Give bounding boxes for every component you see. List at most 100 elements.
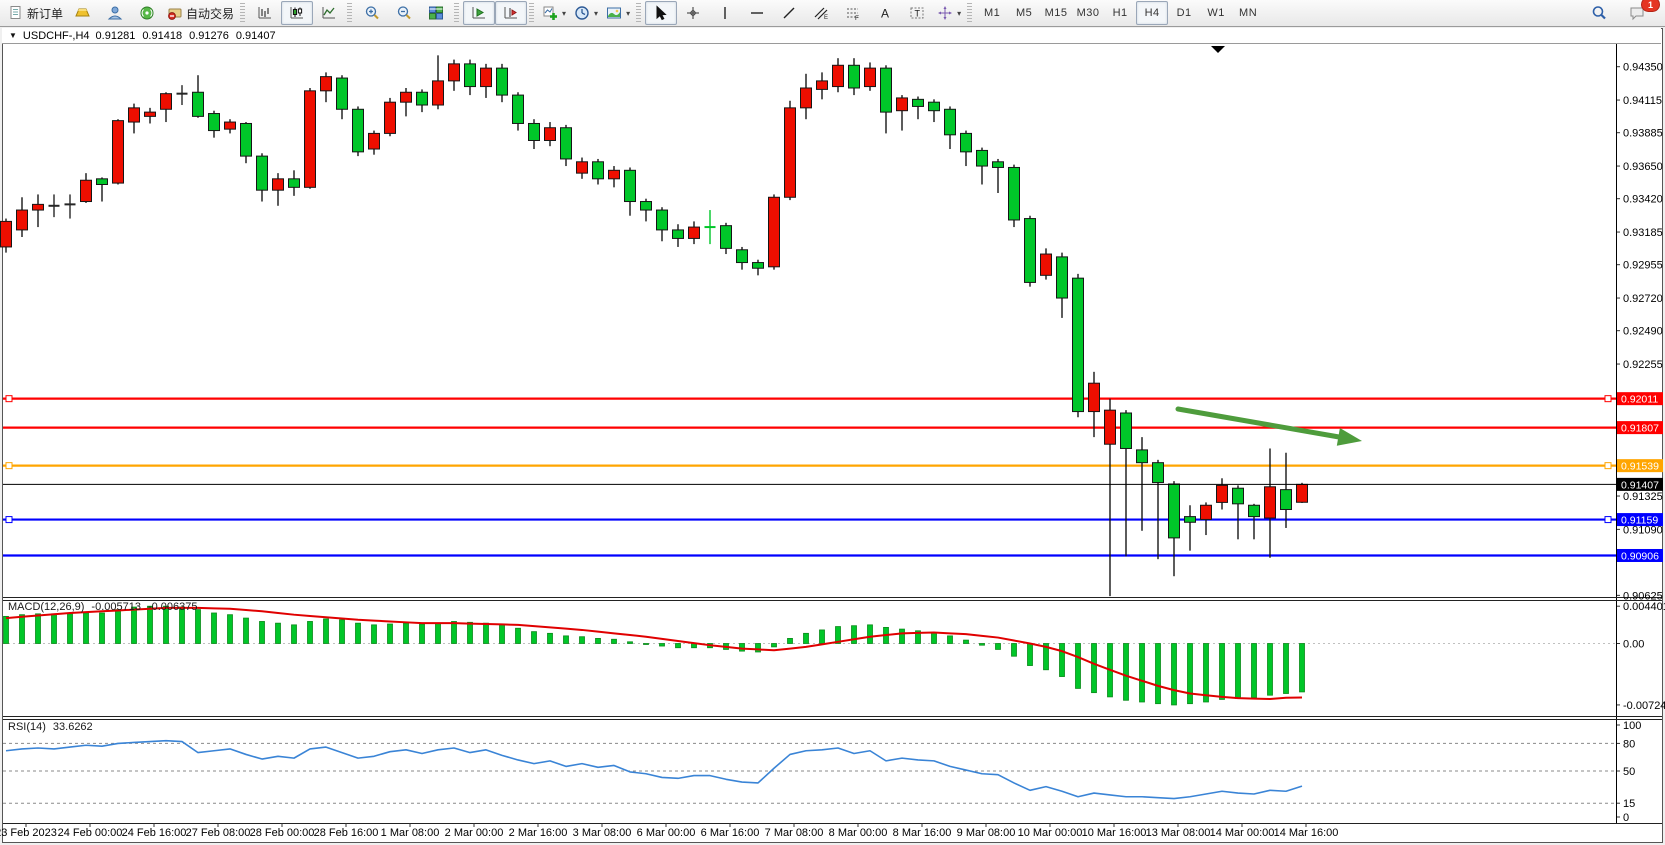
chevron-down-icon[interactable]: ▾ — [562, 8, 567, 18]
rsi-value: 33.6262 — [52, 721, 93, 733]
auto-trading-button[interactable]: 自动交易 — [163, 1, 238, 25]
macd-signal-value: -0.006375 — [147, 601, 198, 613]
time-axis-label: 7 Mar 08:00 — [764, 827, 824, 839]
signal-icon — [139, 5, 155, 21]
chart-caption-bar[interactable]: ▼ USDCHF-,H4 0.91281 0.91418 0.91276 0.9… — [2, 28, 1661, 44]
time-axis-label: 10 Mar 00:00 — [1017, 827, 1083, 839]
profile-button[interactable] — [99, 1, 131, 25]
ohlc-close: 0.91407 — [235, 29, 276, 42]
bar-chart-mode-button[interactable] — [249, 1, 281, 25]
new-order-icon — [8, 5, 24, 21]
toolbar-drag-handle[interactable] — [454, 3, 460, 23]
toolbar-drag-handle[interactable] — [240, 3, 246, 23]
vertical-line-button[interactable] — [709, 1, 741, 25]
equidistant-channel-button[interactable]: E — [805, 1, 837, 25]
ingot-icon — [75, 5, 91, 21]
market-button[interactable] — [67, 1, 99, 25]
line-chart-mode-button[interactable] — [313, 1, 345, 25]
chevron-down-icon[interactable]: ▾ — [957, 8, 962, 18]
trendline-button[interactable] — [773, 1, 805, 25]
timeframe-M30[interactable]: M30 — [1072, 1, 1104, 25]
zoom-in-button[interactable] — [356, 1, 388, 25]
toolbar-drag-handle[interactable] — [636, 3, 642, 23]
timeframe-label: M30 — [1076, 7, 1100, 19]
auto-scroll-button[interactable] — [463, 1, 496, 25]
time-axis-label: 14 Mar 16:00 — [1273, 827, 1339, 839]
new-order-label: 新订单 — [27, 6, 64, 21]
new-order-button[interactable]: 新订单 — [4, 1, 67, 25]
bars-chart-icon — [257, 5, 273, 21]
fibonacci-button[interactable]: F — [837, 1, 869, 25]
text-button[interactable]: A — [869, 1, 901, 25]
search-icon — [1591, 5, 1607, 21]
toolbar-drag-handle[interactable] — [529, 3, 535, 23]
label-icon: T — [909, 5, 925, 21]
periods-button[interactable]: ▾ — [570, 1, 602, 25]
time-axis-label: 10 Mar 16:00 — [1081, 827, 1147, 839]
tile-windows-button[interactable] — [420, 1, 452, 25]
main-toolbar: 新订单 自动交易 ▾ ▾ ▾ E F A T ▾ M1 M5 M15 M30 H1 H4 D1 W1 MN 1 — [0, 0, 1665, 27]
timeframe-MN[interactable]: MN — [1232, 1, 1264, 25]
timeframe-label: MN — [1239, 7, 1258, 19]
chart-shift-button[interactable] — [495, 1, 528, 25]
timeframe-label: M5 — [1015, 7, 1033, 19]
timeframe-label: D1 — [1176, 7, 1192, 19]
text-label-button[interactable]: T — [901, 1, 933, 25]
timeframe-D1[interactable]: D1 — [1168, 1, 1200, 25]
indicators-button[interactable]: ▾ — [538, 1, 570, 25]
macd-main-value: -0.005713 — [91, 601, 141, 613]
macd-title: MACD(12,26,9) — [8, 601, 85, 613]
cursor-button[interactable] — [645, 1, 678, 25]
tile-windows-icon — [428, 5, 444, 21]
time-axis-label: 14 Mar 00:00 — [1209, 827, 1275, 839]
horizontal-line-button[interactable] — [741, 1, 773, 25]
profile-icon — [107, 5, 123, 21]
rsi-title: RSI(14) — [8, 721, 46, 733]
timeframe-label: W1 — [1207, 7, 1225, 19]
time-axis-label: 2 Mar 00:00 — [444, 827, 504, 839]
chart-window — [2, 28, 1663, 843]
time-axis-label: 2 Mar 16:00 — [508, 827, 568, 839]
auto-trading-label: 自动交易 — [186, 6, 235, 21]
text-icon: A — [877, 5, 893, 21]
time-axis-label: 3 Mar 08:00 — [572, 827, 632, 839]
toolbar-drag-handle[interactable] — [347, 3, 353, 23]
window-menu-icon[interactable]: ▼ — [9, 31, 17, 40]
macd-indicator-label: MACD(12,26,9) -0.005713 -0.006375 — [8, 601, 198, 613]
timeframe-H4[interactable]: H4 — [1136, 1, 1169, 25]
autotrade-icon — [167, 5, 183, 21]
time-axis-label: 9 Mar 08:00 — [956, 827, 1016, 839]
timeframe-H1[interactable]: H1 — [1104, 1, 1136, 25]
zoom-in-icon — [364, 5, 380, 21]
svg-text:F: F — [855, 15, 859, 21]
cursor-icon — [653, 5, 669, 21]
timeframe-M15[interactable]: M15 — [1040, 1, 1072, 25]
timeframe-M5[interactable]: M5 — [1008, 1, 1040, 25]
crosshair-icon — [685, 5, 701, 21]
notification-badge[interactable]: 1 — [1641, 0, 1660, 12]
time-axis-label: 13 Mar 08:00 — [1145, 827, 1211, 839]
signals-button[interactable] — [131, 1, 163, 25]
time-axis-label: 6 Mar 16:00 — [700, 827, 760, 839]
candlestick-mode-button[interactable] — [281, 1, 314, 25]
zoom-out-button[interactable] — [388, 1, 420, 25]
timeframe-M1[interactable]: M1 — [976, 1, 1008, 25]
hline-icon — [749, 5, 765, 21]
chevron-down-icon[interactable]: ▾ — [626, 8, 631, 18]
channel-icon: E — [813, 5, 829, 21]
templates-button[interactable]: ▾ — [602, 1, 634, 25]
shapes-icon — [937, 5, 953, 21]
time-axis-label: 23 Feb 2023 — [0, 827, 57, 839]
timeframe-W1[interactable]: W1 — [1200, 1, 1232, 25]
crosshair-button[interactable] — [677, 1, 709, 25]
time-axis-label: 8 Mar 16:00 — [892, 827, 952, 839]
arrow-objects-button[interactable]: ▾ — [933, 1, 965, 25]
indicators-icon — [542, 5, 558, 21]
search-button[interactable] — [1583, 1, 1615, 25]
chevron-down-icon[interactable]: ▾ — [594, 8, 599, 18]
time-axis-label: 28 Feb 16:00 — [313, 827, 379, 839]
fibonacci-icon: F — [845, 5, 861, 21]
toolbar-drag-handle[interactable] — [967, 3, 973, 23]
time-axis-label: 8 Mar 00:00 — [828, 827, 888, 839]
autoscroll-icon — [471, 5, 487, 21]
